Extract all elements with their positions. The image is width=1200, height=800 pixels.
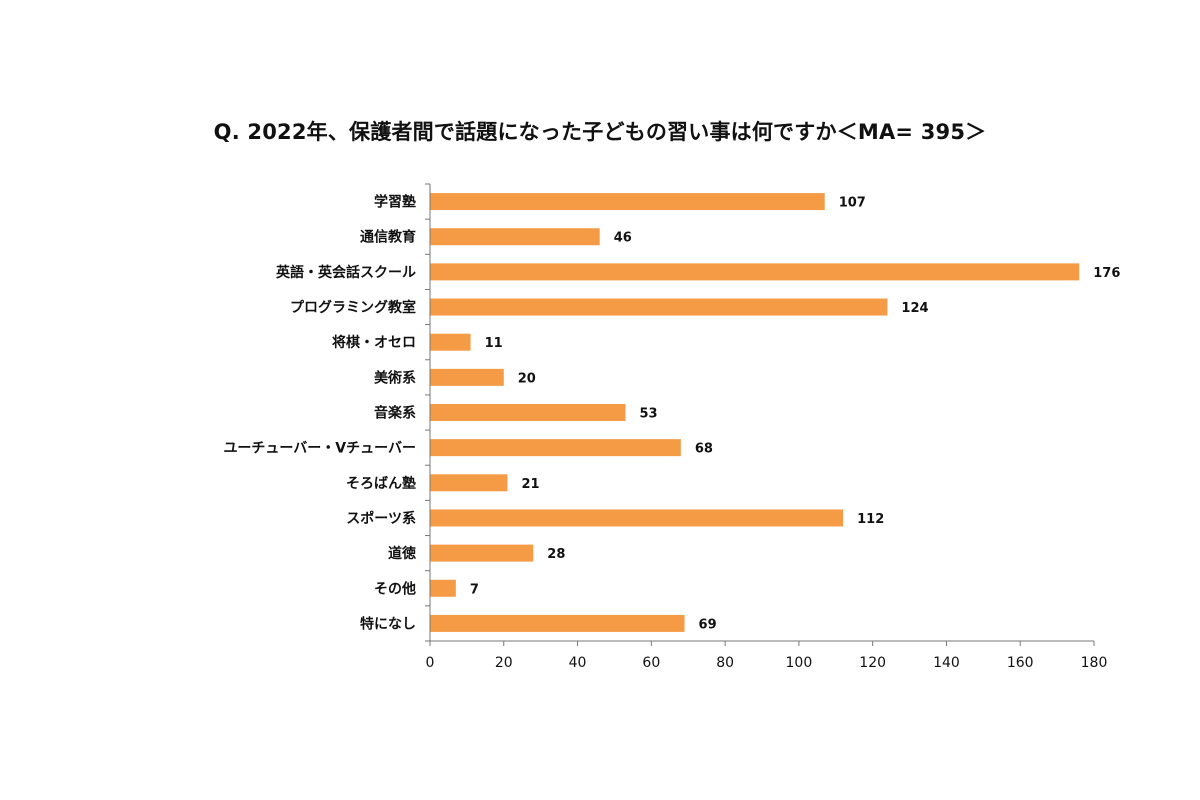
bar — [430, 509, 844, 527]
bar — [430, 228, 600, 246]
category-label: 美術系 — [374, 369, 416, 386]
bar — [430, 263, 1080, 281]
category-label: そろばん塾 — [346, 475, 416, 492]
bar — [430, 614, 685, 632]
value-label: 21 — [521, 477, 539, 492]
x-tick-label: 180 — [1081, 655, 1108, 671]
bar — [430, 439, 681, 457]
x-tick-label: 20 — [495, 655, 513, 671]
category-label: 音楽系 — [374, 405, 416, 422]
value-label: 11 — [485, 336, 503, 351]
category-label: 将棋・オセロ — [332, 334, 416, 351]
bar — [430, 298, 888, 316]
category-label: ユーチューバー・Vチューバー — [223, 441, 416, 457]
value-label: 107 — [839, 196, 866, 211]
x-tick-label: 80 — [716, 655, 734, 671]
category-label: 特になし — [360, 615, 416, 632]
category-label: その他 — [374, 580, 416, 597]
value-label: 46 — [614, 231, 632, 246]
bar — [430, 193, 825, 211]
value-label: 124 — [901, 301, 928, 316]
category-label: 学習塾 — [374, 194, 416, 211]
chart-title: Q. 2022年、保護者間で話題になった子どもの習い事は何ですか＜MA= 395… — [213, 120, 987, 144]
value-label: 112 — [857, 512, 884, 527]
value-label: 176 — [1093, 266, 1120, 281]
category-label: 英語・英会話スクール — [275, 264, 416, 281]
x-tick-label: 140 — [933, 655, 960, 671]
bar — [430, 333, 471, 351]
bar — [430, 368, 504, 386]
bar — [430, 544, 534, 562]
value-label: 53 — [640, 407, 658, 422]
x-tick-label: 100 — [786, 655, 813, 671]
bar — [430, 579, 456, 597]
x-tick-label: 60 — [642, 655, 660, 671]
x-tick-label: 0 — [426, 655, 435, 671]
value-label: 69 — [699, 617, 717, 632]
bar — [430, 474, 508, 492]
value-label: 28 — [547, 547, 565, 562]
x-tick-label: 120 — [859, 655, 886, 671]
value-label: 7 — [470, 582, 479, 597]
category-label: プログラミング教室 — [290, 299, 416, 316]
bar — [430, 404, 626, 421]
x-tick-label: 40 — [569, 655, 587, 671]
category-label: 通信教育 — [360, 229, 416, 246]
x-tick-label: 160 — [1007, 655, 1034, 671]
value-label: 20 — [518, 371, 536, 386]
value-label: 68 — [695, 442, 713, 457]
category-label: スポーツ系 — [346, 510, 416, 527]
category-label: 道徳 — [388, 545, 416, 562]
